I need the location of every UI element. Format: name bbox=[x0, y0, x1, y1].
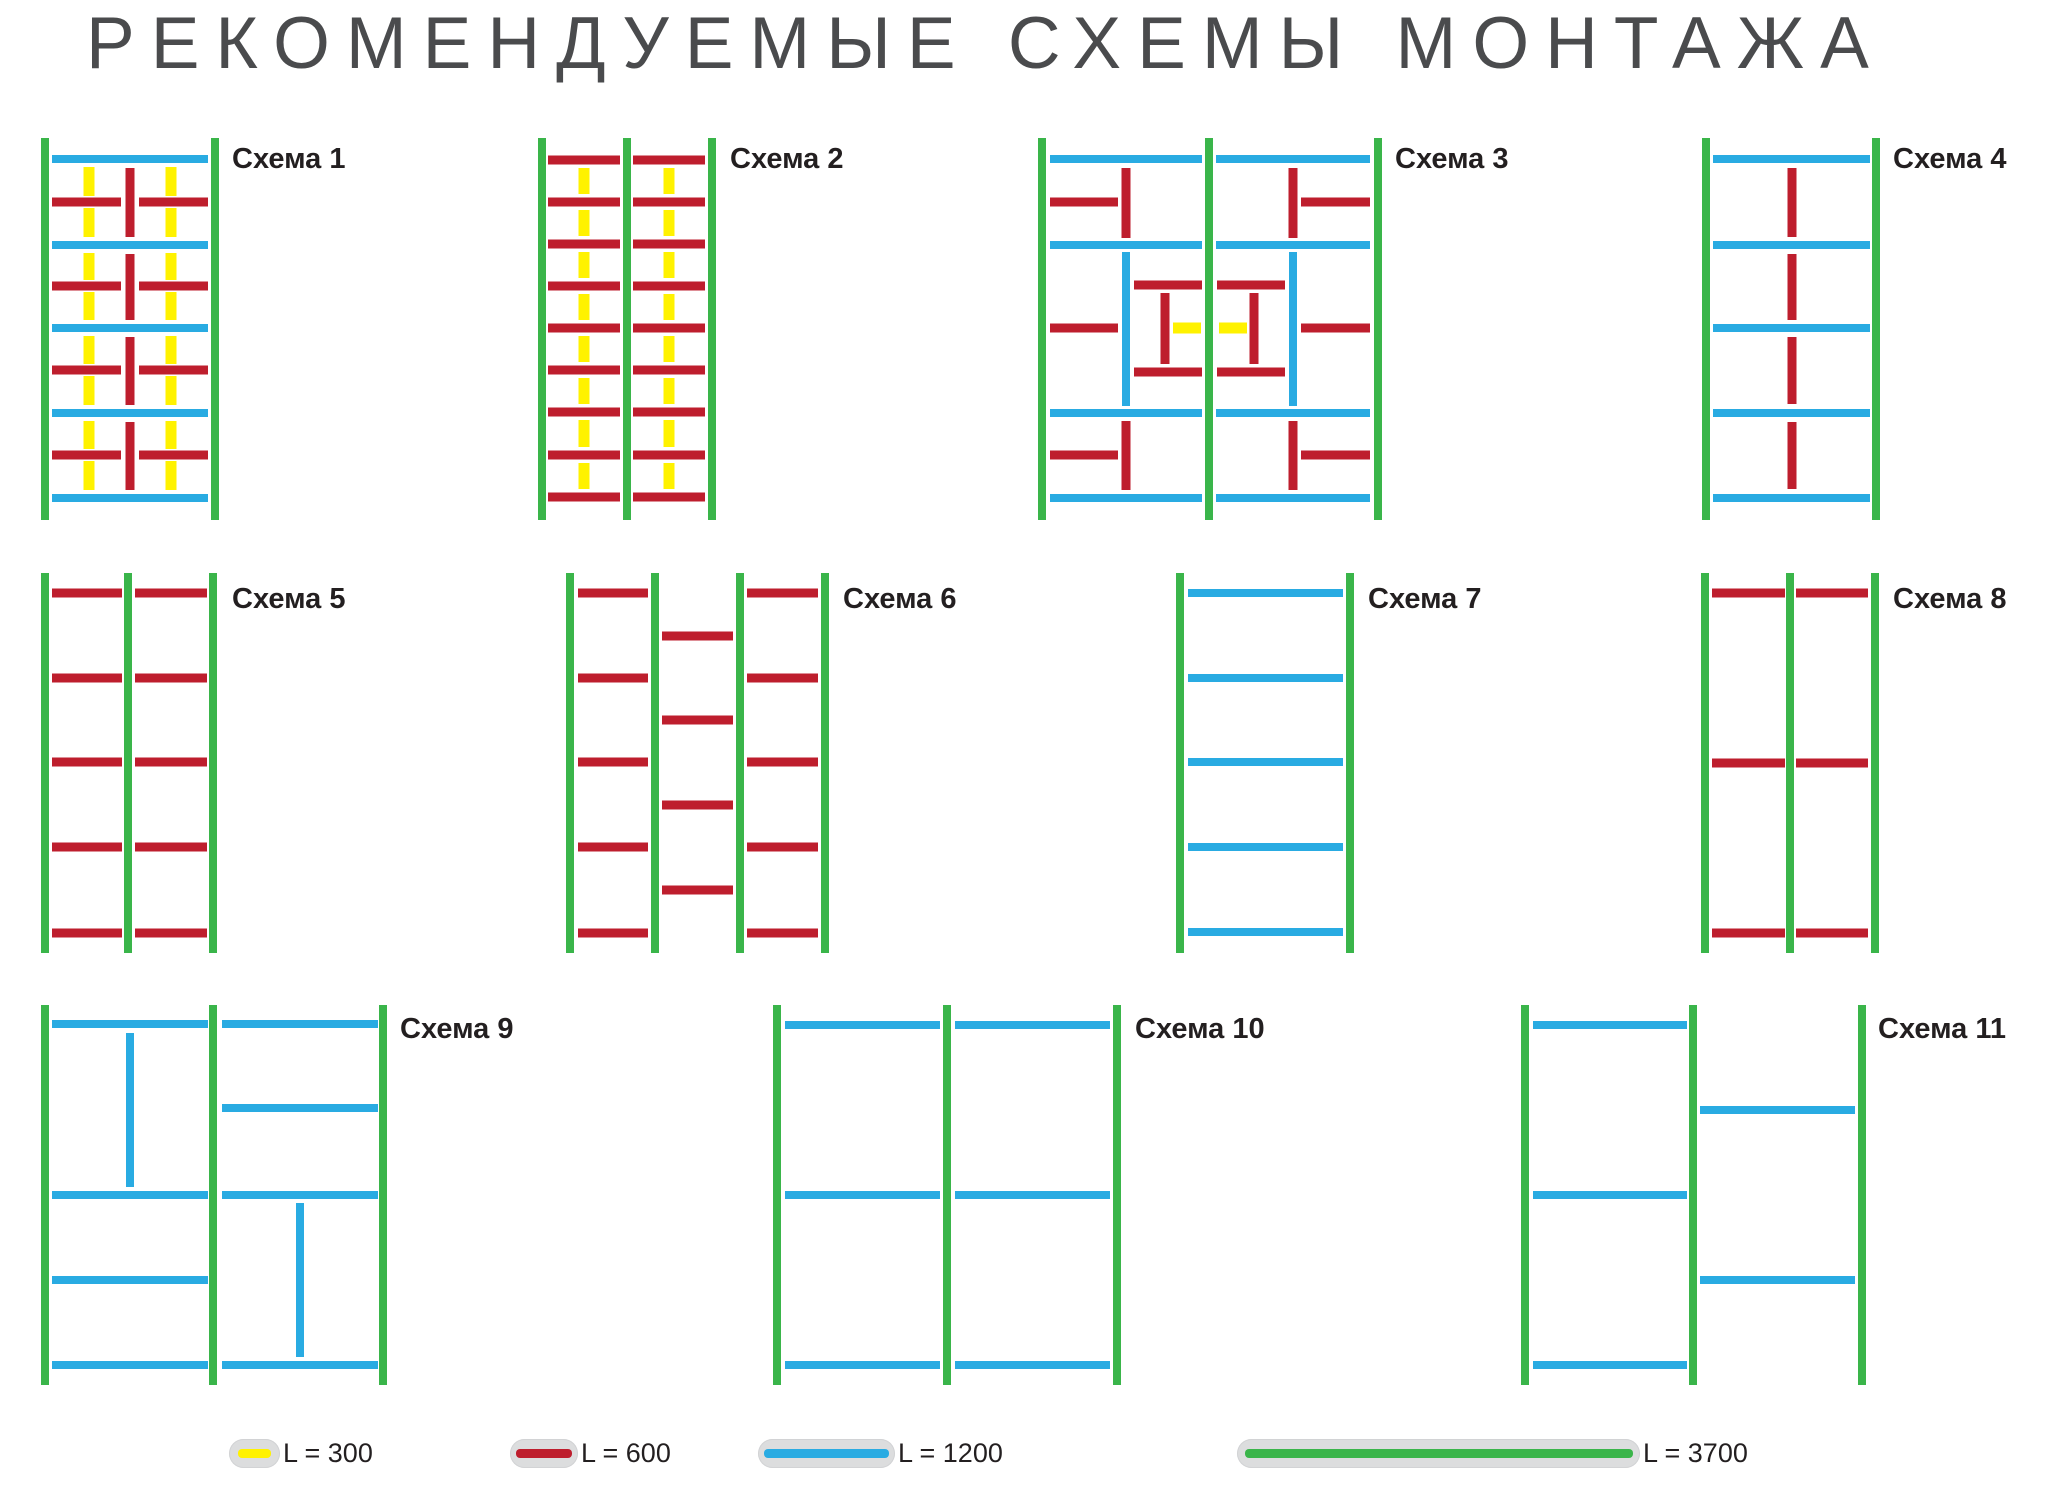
scheme-label-5: Схема 5 bbox=[232, 583, 346, 615]
page-title: РЕКОМЕНДУЕМЫЕ СХЕМЫ МОНТАЖА bbox=[86, 3, 1885, 84]
legend-item-blue: L = 1200 bbox=[758, 1439, 1003, 1468]
legend-swatch-green bbox=[1244, 1449, 1633, 1458]
legend-label-blue: L = 1200 bbox=[898, 1438, 1003, 1468]
scheme-label-7: Схема 7 bbox=[1368, 583, 1482, 615]
legend-pill-red bbox=[510, 1439, 578, 1468]
legend-swatch-blue bbox=[764, 1449, 889, 1458]
scheme-label-1: Схема 1 bbox=[232, 143, 346, 175]
scheme-label-10: Схема 10 bbox=[1135, 1013, 1265, 1045]
scheme-label-4: Схема 4 bbox=[1893, 143, 2007, 175]
legend-item-yellow: L = 300 bbox=[229, 1439, 373, 1468]
scheme-label-11: Схема 11 bbox=[1878, 1013, 2007, 1045]
legend-label-red: L = 600 bbox=[581, 1438, 671, 1468]
scheme-label-3: Схема 3 bbox=[1395, 143, 1509, 175]
legend-swatch-red bbox=[516, 1449, 572, 1458]
scheme-label-6: Схема 6 bbox=[843, 583, 957, 615]
legend-pill-yellow bbox=[229, 1439, 280, 1468]
legend-item-red: L = 600 bbox=[510, 1439, 671, 1468]
scheme-label-2: Схема 2 bbox=[730, 143, 844, 175]
legend-label-yellow: L = 300 bbox=[283, 1438, 373, 1468]
scheme-label-9: Схема 9 bbox=[400, 1013, 514, 1045]
legend-pill-green bbox=[1237, 1439, 1640, 1468]
legend-item-green: L = 3700 bbox=[1237, 1439, 1748, 1468]
legend-pill-blue bbox=[758, 1439, 895, 1468]
legend-label-green: L = 3700 bbox=[1643, 1438, 1748, 1468]
legend-swatch-yellow bbox=[238, 1449, 271, 1458]
scheme-label-8: Схема 8 bbox=[1893, 583, 2007, 615]
